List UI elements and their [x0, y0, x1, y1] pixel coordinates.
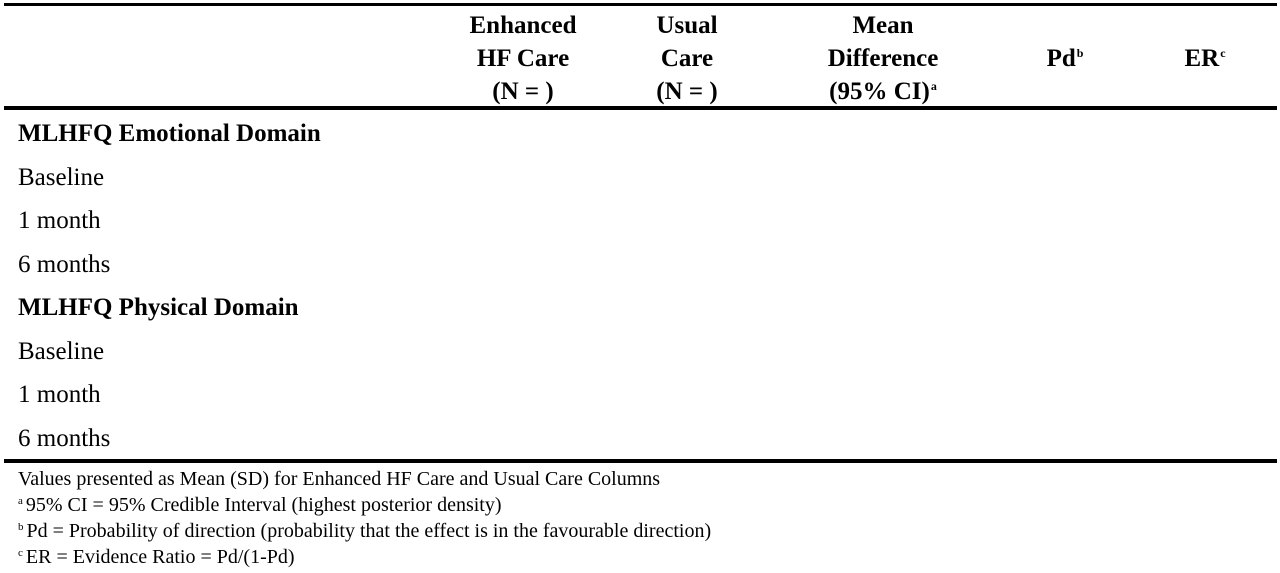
table-header-rule	[4, 106, 1277, 110]
footnote-a: a 95% CI = 95% Credible Interval (highest…	[18, 492, 711, 518]
footnote-c-mark: c	[18, 547, 23, 559]
header-pd-text: Pd	[1046, 44, 1076, 72]
header-pd-line: Pdb	[1010, 42, 1120, 75]
table-footnotes: Values presented as Mean (SD) for Enhanc…	[18, 466, 711, 570]
header-mean-ci-text: (95% CI)	[829, 77, 930, 105]
header-mean-line-2: Difference	[827, 44, 939, 72]
footnote-a-text: 95% CI = 95% Credible Interval (highest …	[25, 494, 502, 516]
header-enhanced-line-2: HF Care	[476, 44, 570, 72]
footnote-a-mark: a	[18, 495, 23, 507]
header-mean-line-3: (95% CI)a	[790, 75, 976, 108]
footnote-values-note: Values presented as Mean (SD) for Enhanc…	[18, 468, 661, 490]
header-er-text: ER	[1184, 44, 1220, 72]
header-pd: Pdb	[1010, 10, 1120, 106]
header-mean-difference: Mean Difference (95% CI)a	[790, 10, 976, 106]
header-usual-line-2: Care	[660, 44, 714, 72]
header-er: ERc	[1150, 10, 1260, 106]
header-er-footnote-mark: c	[1220, 45, 1226, 60]
footnote-b: b Pd = Probability of direction (probabil…	[18, 518, 711, 544]
table-row-emotional-1-month: 1 month	[18, 207, 101, 234]
table-row-emotional-baseline: Baseline	[18, 164, 105, 191]
header-usual-care: Usual Care (N = )	[612, 10, 762, 106]
header-er-line: ERc	[1150, 42, 1260, 75]
header-pd-footnote-mark: b	[1076, 45, 1084, 60]
footnote-c: c ER = Evidence Ratio = Pd/(1-Pd)	[18, 544, 711, 570]
table-row-physical-1-month: 1 month	[18, 381, 101, 408]
section-emotional-domain: MLHFQ Emotional Domain	[18, 120, 321, 147]
header-enhanced-line-1: Enhanced	[469, 11, 577, 39]
header-enhanced-line-3: (N = )	[492, 77, 554, 105]
table-row-physical-baseline: Baseline	[18, 338, 105, 365]
footnote-b-text: Pd = Probability of direction (probabili…	[26, 520, 712, 542]
footnote-c-text: ER = Evidence Ratio = Pd/(1-Pd)	[25, 546, 295, 568]
footnote-b-mark: b	[18, 521, 24, 533]
header-mean-line-1: Mean	[852, 11, 914, 39]
table-top-rule	[4, 3, 1277, 6]
header-enhanced-hf-care: Enhanced HF Care (N = )	[448, 10, 598, 106]
section-physical-domain: MLHFQ Physical Domain	[18, 294, 299, 321]
header-usual-line-3: (N = )	[656, 77, 718, 105]
table-row-emotional-6-months: 6 months	[18, 251, 111, 278]
header-usual-line-1: Usual	[656, 11, 718, 39]
header-mean-footnote-mark: a	[930, 78, 937, 93]
table-bottom-rule	[4, 459, 1277, 463]
table-row-physical-6-months: 6 months	[18, 425, 111, 452]
